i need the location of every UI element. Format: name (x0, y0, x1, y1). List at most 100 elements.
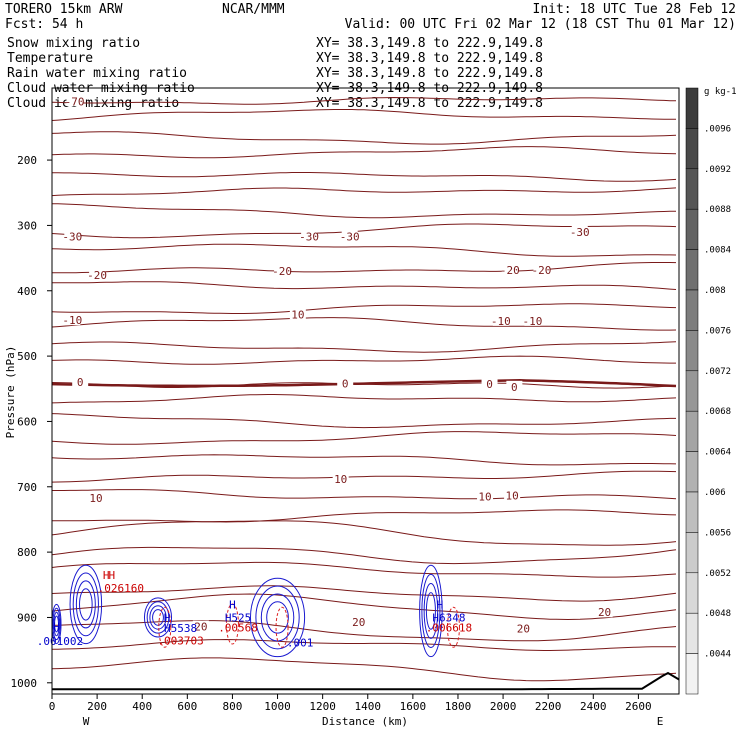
cloud-contours (51, 564, 443, 658)
plot-frame (51, 87, 680, 695)
contour-label-9: -10 (62, 314, 82, 327)
y-tick-label-400: 400 (17, 285, 37, 298)
contour-label-bg (337, 377, 354, 389)
cloud-contour (72, 572, 99, 637)
y-tick-label-900: 900 (17, 611, 37, 624)
isotherm-line (51, 561, 677, 578)
colorbar-swatch (685, 410, 699, 452)
legend-0-xy: XY= 38.3,149.8 to 222.9,149.8 (316, 36, 543, 51)
contour-label-14: 0 (342, 378, 349, 391)
rain-contour (158, 606, 172, 648)
colorbar-label-5: .0076 (704, 326, 731, 336)
contour-label-13: 0 (77, 376, 84, 389)
contour-label-bg (87, 491, 104, 503)
colorbar-swatch (685, 370, 699, 412)
contour-label-22: 20 (517, 623, 530, 636)
colorbar-label-10: .0056 (704, 528, 731, 538)
contour-label-15: 0 (486, 378, 493, 391)
colorbar-label-0: .0096 (704, 124, 731, 134)
isotherm-line (51, 131, 677, 145)
cloud-contour (146, 601, 170, 634)
extrema-label-12: H (53, 621, 60, 634)
colorbar-swatch (685, 208, 699, 250)
x-tick-label-2200: 2200 (535, 700, 562, 713)
x-tick-label-400: 400 (132, 700, 152, 713)
contour-label-bg (501, 263, 518, 275)
contour-label-bg (571, 225, 588, 237)
isotherm-line (51, 431, 677, 445)
rain-contour (446, 606, 460, 648)
y-tick-label-200: 200 (17, 154, 37, 167)
rain-contour (225, 603, 239, 645)
isotherm-line (51, 203, 677, 219)
contour-label-17: 10 (334, 473, 347, 486)
extrema-label-1: H (108, 569, 115, 582)
contour-label-7: -20 (500, 264, 520, 277)
x-tick-label-1000: 1000 (264, 700, 291, 713)
contour-label-bg (341, 230, 358, 242)
isotherm-line (52, 172, 677, 182)
contour-label-bg (506, 380, 523, 392)
contour-label-bg (524, 314, 541, 326)
isotherm-line (52, 262, 677, 274)
isotherm-line (51, 146, 677, 159)
contour-label-2: -30 (299, 231, 319, 244)
extrema-label-7: H525 (225, 611, 252, 624)
x-tick-label-1400: 1400 (355, 700, 382, 713)
east-label: E (657, 715, 664, 728)
extrema-label-10: H6348 (432, 611, 465, 624)
terrain (52, 671, 680, 691)
y-tick-label-700: 700 (17, 481, 37, 494)
legend-0-name: Snow mixing ratio (7, 36, 140, 51)
colorbar-swatch (685, 87, 699, 129)
colorbar-swatch (685, 330, 699, 372)
contour-label-19: 10 (478, 491, 491, 504)
model-title: TORERO 15km ARW (5, 2, 123, 17)
isotherm-line (51, 109, 676, 121)
colorbar-swatch (685, 249, 699, 291)
y-axis-label: Pressure (hPa) (4, 346, 17, 439)
isotherm-line (51, 355, 676, 365)
contour-label-bg (301, 230, 318, 242)
colorbar-swatch (685, 612, 699, 654)
x-tick-label-0: 0 (49, 700, 56, 713)
contour-label-5: -20 (87, 269, 107, 282)
extrema-label-3: H (164, 611, 171, 624)
colorbar-swatch (685, 289, 699, 331)
y-tick-label-300: 300 (17, 219, 37, 232)
contour-label-10: 10 (291, 308, 304, 321)
y-axis: 200 300 400 500 600 700 800 900 1000 (11, 154, 52, 690)
x-tick-label-2000: 2000 (490, 700, 517, 713)
contour-label-bg (192, 620, 209, 632)
cloud-contour (149, 605, 167, 630)
colorbar-label-13: .0044 (704, 650, 731, 660)
contour-label-bg (289, 308, 306, 320)
cloud-contour (53, 611, 60, 637)
contour-label-bg (533, 263, 550, 275)
isotherm-line (51, 454, 677, 466)
isotherm-line (51, 243, 677, 257)
isotherm-line (52, 489, 677, 500)
cloud-contour (69, 564, 103, 645)
cloud-contour (75, 580, 96, 629)
isotherm-line (51, 520, 677, 546)
x-axis-label: Distance (km) (322, 715, 408, 728)
colorbar-swatch (685, 168, 699, 210)
contour-labels: -70 -30 -30 -30 -30 -20 -20 -20 -20 -10 10 -10 -10 0 0… (62, 95, 613, 636)
x-tick-label-1200: 1200 (309, 700, 336, 713)
colorbar-label-7: .0068 (704, 407, 731, 417)
contour-label-1: -30 (62, 231, 82, 244)
cloud-contour (152, 609, 164, 626)
contour-label-8: -20 (531, 264, 551, 277)
contour-label-bg (64, 314, 81, 326)
contour-label-bg (66, 95, 83, 107)
org-title: NCAR/MMM (222, 2, 285, 17)
init-time: Init: 18 UTC Tue 28 Feb 12 (533, 2, 737, 17)
isotherm-line (51, 317, 677, 331)
colorbar-swatch (685, 128, 699, 170)
colorbar-label-4: .008 (704, 286, 726, 296)
isotherm-line (51, 509, 677, 523)
contour-label-bg (515, 622, 532, 634)
contour-label-6: -20 (272, 265, 292, 278)
